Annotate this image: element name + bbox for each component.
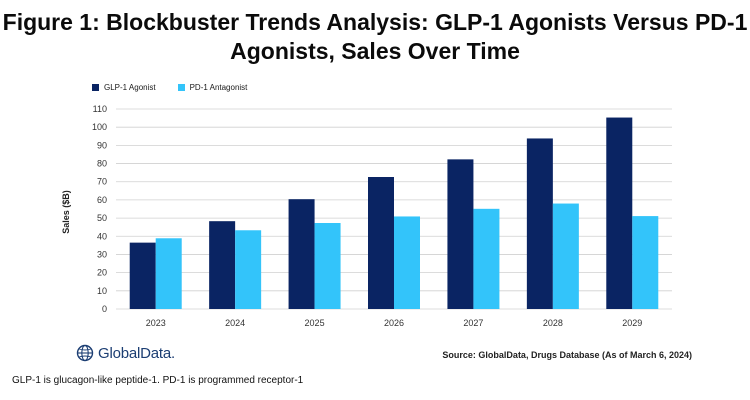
x-tick-label: 2029 <box>622 318 642 328</box>
legend-label-pd1: PD-1 Antagonist <box>189 82 248 92</box>
y-tick-label: 70 <box>97 177 107 187</box>
y-tick-label: 40 <box>97 231 107 241</box>
bar-glp1 <box>526 138 553 309</box>
bar-pd1 <box>552 203 579 309</box>
legend-swatch-glp1 <box>92 83 99 91</box>
bar-pd1 <box>473 208 500 309</box>
y-tick-label: 60 <box>97 195 107 205</box>
source-note: Source: GlobalData, Drugs Database (As o… <box>442 350 692 360</box>
bar-glp1 <box>129 242 156 309</box>
x-tick-label: 2024 <box>225 318 245 328</box>
bar-pd1 <box>632 216 659 309</box>
y-tick-label: 50 <box>97 213 107 223</box>
y-tick-label: 20 <box>97 268 107 278</box>
x-tick-label: 2027 <box>463 318 483 328</box>
legend-swatch-pd1 <box>177 83 185 91</box>
bar-glp1 <box>447 159 474 309</box>
bar-pd1 <box>394 216 420 309</box>
brand-logo: GlobalData. <box>76 343 175 363</box>
x-tick-label: 2028 <box>543 318 563 328</box>
globe-icon <box>76 344 94 362</box>
bar-glp1 <box>368 177 394 309</box>
legend-label-glp1: GLP-1 Agonist <box>104 82 156 92</box>
bar-glp1 <box>606 117 633 309</box>
bar-pd1 <box>314 223 341 309</box>
y-tick-label: 30 <box>97 249 107 259</box>
bar-pd1 <box>235 230 262 309</box>
y-tick-label: 80 <box>97 159 107 169</box>
legend: GLP-1 Agonist PD-1 Antagonist <box>92 81 269 93</box>
bar-pd1 <box>155 238 182 309</box>
chart-title: Figure 1: Blockbuster Trends Analysis: G… <box>0 8 750 66</box>
x-tick-label: 2025 <box>305 318 325 328</box>
chart-title-line-1: Figure 1: Blockbuster Trends Analysis: G… <box>2 9 748 35</box>
bar-glp1 <box>209 221 236 309</box>
y-tick-label: 0 <box>102 304 107 314</box>
bar-glp1 <box>288 199 315 309</box>
x-tick-label: 2026 <box>384 318 404 328</box>
footnote: GLP-1 is glucagon-like peptide-1. PD-1 i… <box>12 375 304 386</box>
brand-name: GlobalData. <box>98 344 176 362</box>
y-tick-label: 90 <box>97 140 107 150</box>
legend-item-glp1: GLP-1 Agonist <box>92 83 156 92</box>
y-tick-label: 100 <box>92 122 107 132</box>
y-tick-label: 10 <box>97 286 107 296</box>
chart-title-line-2: Agonists, Sales Over Time <box>230 38 520 64</box>
legend-item-pd1: PD-1 Antagonist <box>177 82 248 92</box>
x-tick-label: 2023 <box>146 318 166 328</box>
y-axis-label: Sales ($B) <box>61 190 71 234</box>
y-tick-label: 110 <box>93 104 107 114</box>
